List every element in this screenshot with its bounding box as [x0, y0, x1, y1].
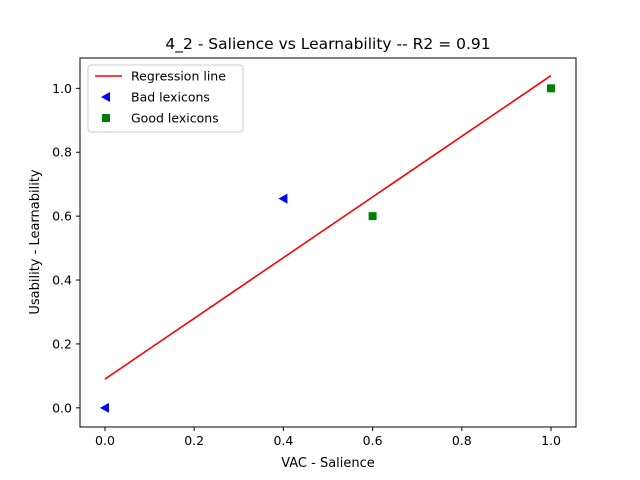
bad-lexicon-point — [99, 402, 109, 413]
x-tick-label: 0.0 — [95, 433, 115, 448]
y-tick-label: 0.8 — [52, 145, 72, 160]
x-tick-label: 0.4 — [273, 433, 293, 448]
chart-title: 4_2 - Salience vs Learnability -- R2 = 0… — [165, 35, 490, 54]
x-tick-label: 0.2 — [184, 433, 204, 448]
y-axis-label: Usability - Learnability — [28, 169, 43, 315]
legend-good-swatch — [102, 114, 110, 122]
x-tick-label: 0.6 — [363, 433, 383, 448]
x-tick-label: 0.8 — [452, 433, 472, 448]
y-tick-label: 0.4 — [52, 273, 72, 288]
legend-label: Bad lexicons — [131, 90, 210, 105]
bad-lexicon-point — [278, 193, 288, 204]
x-tick-label: 1.0 — [541, 433, 561, 448]
regression-line — [104, 74, 552, 380]
legend-bad-swatch — [101, 92, 110, 102]
y-tick-label: 1.0 — [52, 81, 72, 96]
y-tick-label: 0.6 — [52, 209, 72, 224]
good-lexicon-point — [547, 84, 556, 93]
plot-area: 0.0 0.2 0.4 0.6 0.8 1.0 0.0 0.2 0.4 0.6 0.8 1.0 Regr… — [52, 57, 577, 448]
legend-label: Regression line — [131, 69, 226, 84]
axes-frame — [79, 57, 577, 428]
good-lexicon-point — [368, 212, 377, 221]
x-axis-label: VAC - Salience — [281, 456, 375, 471]
legend-box — [87, 64, 244, 133]
y-tick-label: 0.2 — [52, 336, 72, 351]
y-tick-label: 0.0 — [52, 400, 72, 415]
legend-label: Good lexicons — [131, 111, 219, 126]
